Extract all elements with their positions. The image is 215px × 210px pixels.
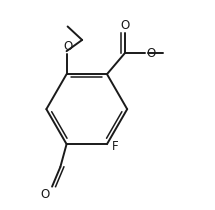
Text: O: O <box>63 41 72 53</box>
Text: F: F <box>112 140 119 153</box>
Text: O: O <box>146 47 156 60</box>
Text: O: O <box>120 19 129 32</box>
Text: O: O <box>41 188 50 201</box>
